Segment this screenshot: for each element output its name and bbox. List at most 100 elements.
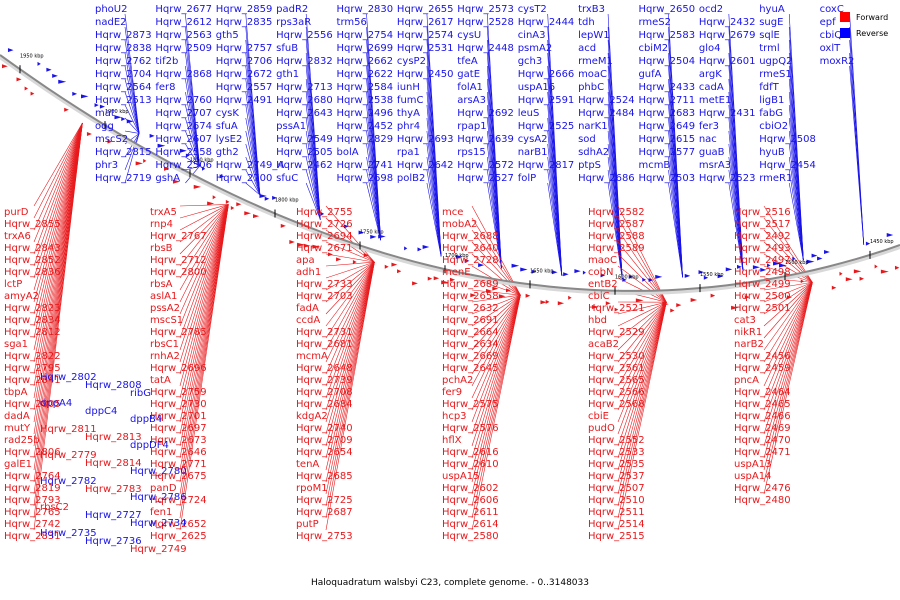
gene-label: gufA: [638, 69, 661, 80]
gene-label: Hqrw_2501: [734, 303, 791, 314]
tick-label: 1500 kbp: [785, 260, 809, 266]
gene-label: fer8: [155, 82, 175, 93]
leader-line: [617, 302, 667, 435]
gene-label: cbiO2: [759, 121, 788, 132]
gene-label: kdgA2: [296, 411, 328, 422]
gene-label: Hqrw_2625: [150, 531, 207, 542]
leader-line: [179, 204, 229, 375]
leader-line: [33, 122, 83, 219]
leader-line: [426, 169, 442, 257]
legend: Forward Reverse: [840, 9, 888, 41]
gene-label: dppA4: [40, 398, 72, 409]
gene-label: Hqrw_2448: [457, 43, 514, 54]
gene-label: Hqrw_2760: [155, 95, 212, 106]
reverse-gene-arrow: [378, 234, 386, 239]
gene-label: moaC: [578, 69, 607, 80]
gene-label: cbiQ2: [820, 30, 849, 41]
leader-line: [471, 277, 521, 296]
leader-line: [245, 130, 261, 195]
leader-line: [617, 301, 667, 327]
leader-line: [471, 241, 521, 296]
gene-label: Hqrw_2582: [588, 207, 645, 218]
gene-label: Hqrw_2727: [85, 510, 142, 521]
gene-label: Hqrw_2811: [40, 424, 97, 435]
leader-line: [179, 204, 229, 531]
gene-label: hflX: [442, 435, 462, 446]
gene-label: Hqrw_2496: [337, 108, 394, 119]
gene-label: Hqrw_2834: [4, 315, 61, 326]
leader-line: [366, 156, 381, 241]
forward-gene-arrow: [16, 77, 22, 82]
gene-label: Hqrw_2759: [150, 387, 207, 398]
leader-line: [124, 133, 140, 171]
gene-label: lctP: [4, 279, 22, 290]
gene-label: Hqrw_2813: [85, 432, 142, 443]
gene-label: narB1: [518, 147, 548, 158]
gene-label: Hqrw_2521: [588, 303, 645, 314]
gene-label: Hqrw_2701: [150, 411, 207, 422]
gene-label: Hqrw_2530: [588, 351, 645, 362]
leader-line: [124, 91, 140, 134]
leader-line: [607, 182, 623, 279]
legend-reverse-swatch: [840, 28, 850, 38]
reverse-gene-arrow: [320, 211, 325, 216]
tick-label: 1600 kbp: [615, 275, 639, 281]
gene-label: phoU2: [95, 4, 128, 15]
gene-label: Hqrw_2655: [397, 4, 454, 15]
gene-label: ligB1: [759, 95, 784, 106]
gene-label: Hqrw_2819: [4, 483, 61, 494]
gene-label: Hqrw_2805: [4, 399, 61, 410]
gene-label: mcmB: [638, 160, 670, 171]
gene-label: Hqrw_2470: [734, 435, 791, 446]
leader-line: [325, 261, 375, 387]
leader-line: [617, 302, 667, 507]
forward-gene-arrow: [363, 253, 370, 258]
gene-label: Hqrw_2783: [85, 484, 142, 495]
forward-gene-arrow: [485, 288, 493, 293]
forward-gene-arrow: [289, 239, 295, 244]
gene-label: uspA14: [734, 471, 771, 482]
forward-gene-arrow: [874, 264, 878, 269]
gene-label: Hqrw_2493: [734, 243, 791, 254]
gene-label: Hqrw_2507: [588, 483, 645, 494]
gene-label: Hqrw_2832: [276, 56, 333, 67]
leader-line: [471, 205, 521, 296]
gene-label: Hqrw_2616: [442, 447, 499, 458]
gene-label: Hqrw_2643: [276, 108, 333, 119]
leader-line: [471, 294, 521, 387]
reverse-gene-arrow: [272, 195, 278, 200]
genome-backbone: [0, 54, 900, 295]
gene-label: cysK: [216, 108, 240, 119]
leader-line: [33, 122, 83, 207]
gene-label: Hqrw_2558: [155, 147, 212, 158]
gene-label: folA1: [457, 82, 483, 93]
forward-gene-arrow: [433, 276, 440, 281]
gene-label: Hqrw_2688: [442, 231, 499, 242]
leader-line: [325, 262, 375, 519]
leader-line: [33, 122, 83, 315]
reverse-gene-arrow: [149, 133, 155, 138]
gene-label: Hqrw_2499: [734, 279, 791, 290]
gene-label: nadE2: [95, 17, 127, 28]
gene-label: adh1: [296, 267, 321, 278]
gene-label: Hqrw_2444: [518, 17, 575, 28]
leader-line: [471, 294, 521, 411]
gene-label: pssA1: [276, 121, 306, 132]
forward-gene-arrow: [352, 259, 357, 264]
leader-line: [179, 204, 229, 447]
gene-label: cysA2: [518, 134, 548, 145]
gene-label: Hqrw_2725: [296, 495, 353, 506]
gene-label: Hqrw_2749: [130, 544, 187, 555]
gene-label: rbsC1: [150, 339, 179, 350]
gene-label: phr4: [397, 121, 420, 132]
leader-line: [325, 262, 375, 423]
gene-label: Hqrw_2812: [4, 327, 61, 338]
leader-line: [763, 282, 813, 435]
reverse-gene-arrow: [94, 103, 99, 108]
forward-gene-arrow: [540, 300, 547, 305]
forward-gene-arrow: [312, 244, 321, 249]
gene-label: Hqrw_2513: [95, 95, 152, 106]
gene-label: gth2: [216, 147, 239, 158]
forward-gene-arrow: [135, 161, 143, 166]
leader-line: [728, 182, 744, 272]
